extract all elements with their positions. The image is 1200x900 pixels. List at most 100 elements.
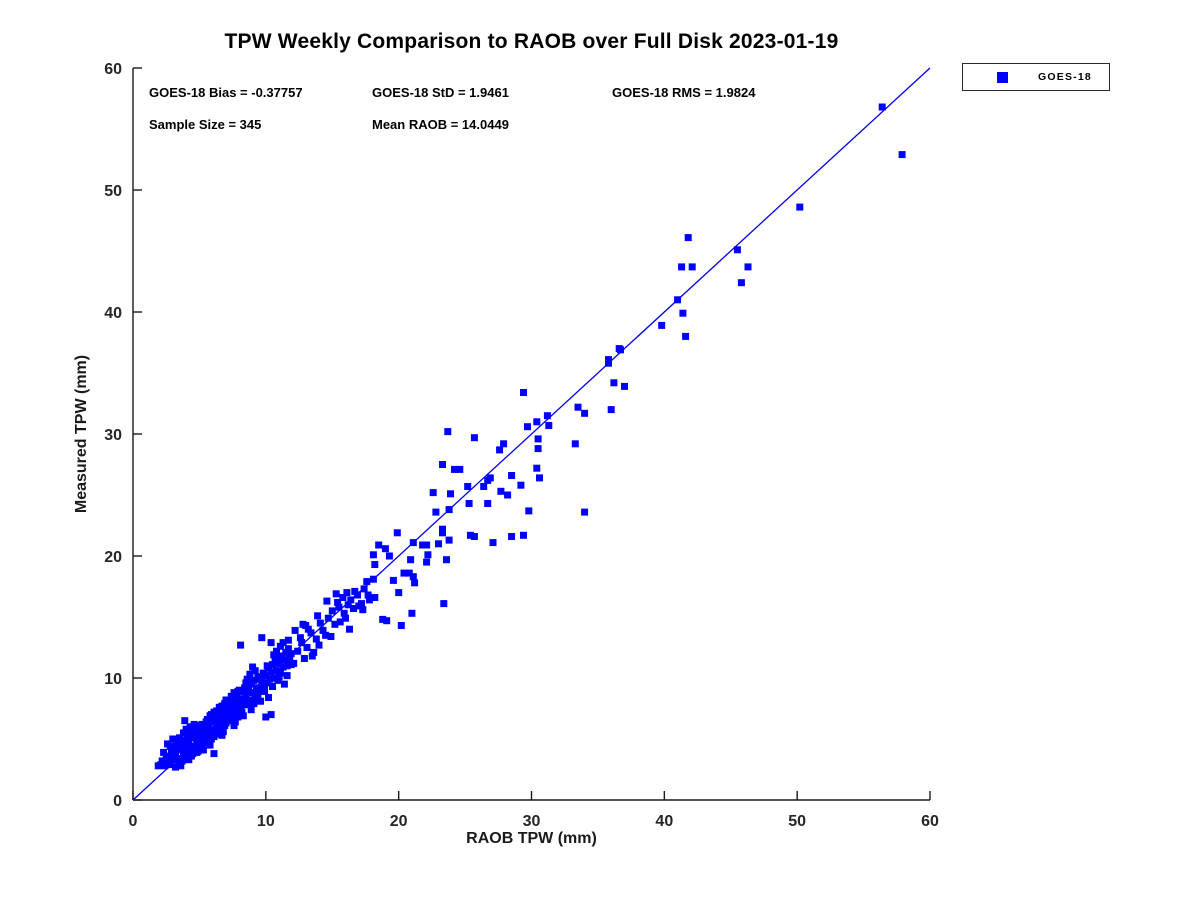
x-tick-label: 30	[523, 813, 541, 830]
scatter-point	[432, 508, 440, 516]
legend-box: GOES-18	[962, 63, 1110, 91]
axis-ticks: 0 10 20 30 40 50 60 0 10 20 30 40 50 60	[104, 61, 939, 830]
scatter-point	[658, 321, 666, 329]
scatter-point	[278, 652, 286, 660]
scatter-point	[254, 691, 262, 699]
scatter-point	[607, 406, 615, 414]
scatter-point	[210, 733, 218, 741]
scatter-point	[247, 680, 255, 688]
scatter-point	[605, 359, 612, 367]
scatter-point	[443, 556, 450, 564]
scatter-point	[316, 619, 324, 627]
scatter-point	[480, 483, 488, 490]
scatter-point	[447, 490, 454, 498]
scatter-point	[534, 445, 542, 453]
scatter-point	[424, 551, 432, 559]
scatter-point	[534, 435, 542, 443]
scatter-point	[184, 733, 191, 741]
scatter-point	[545, 422, 553, 429]
scatter-point	[271, 657, 279, 665]
scatter-point	[221, 700, 229, 708]
scatter-point	[234, 700, 242, 708]
scatter-point	[181, 752, 189, 760]
scatter-point	[344, 601, 352, 609]
scatter-point	[375, 541, 383, 549]
scatter-point	[246, 696, 254, 704]
scatter-point	[533, 418, 541, 426]
scatter-point	[276, 642, 284, 650]
scatter-point	[242, 692, 250, 700]
scatter-point	[435, 540, 442, 548]
scatter-point	[269, 683, 276, 690]
scatter-point	[263, 662, 271, 670]
scatter-point	[419, 541, 427, 549]
scatter-point	[262, 672, 270, 680]
scatter-point	[269, 661, 276, 669]
scatter-point	[164, 740, 171, 748]
scatter-point	[237, 703, 245, 711]
scatter-point	[202, 718, 210, 726]
scatter-point	[371, 561, 379, 568]
legend-marker-icon	[997, 71, 1008, 83]
scatter-point	[209, 727, 217, 734]
scatter-point	[275, 673, 283, 681]
scatter-point	[536, 474, 543, 482]
scatter-point	[520, 531, 527, 539]
scatter-point	[218, 731, 226, 739]
scatter-point	[397, 622, 405, 629]
scatter-point	[364, 591, 372, 599]
scatter-points-GOES-18	[154, 103, 906, 771]
scatter-point	[182, 746, 190, 754]
scatter-point	[411, 579, 419, 587]
scatter-point	[315, 641, 323, 649]
scatter-point	[400, 569, 408, 577]
scatter-point	[296, 634, 304, 642]
x-tick-label: 20	[390, 813, 408, 830]
scatter-point	[270, 651, 278, 659]
scatter-point	[524, 423, 531, 431]
scatter-point	[282, 648, 290, 656]
scatter-point	[605, 356, 612, 364]
scatter-point	[571, 440, 579, 448]
scatter-point	[688, 263, 696, 271]
y-tick-label: 10	[104, 671, 122, 688]
scatter-point	[284, 636, 292, 644]
scatter-point	[177, 762, 185, 770]
scatter-point	[168, 753, 175, 761]
scatter-point	[294, 647, 302, 655]
annotation-std: GOES-18 StD = 1.9461	[372, 85, 509, 100]
scatter-point	[581, 409, 589, 417]
scatter-point	[363, 578, 371, 586]
scatter-point	[395, 589, 403, 597]
scatter-point	[210, 708, 218, 716]
scatter-point	[173, 756, 181, 764]
scatter-point	[796, 203, 804, 211]
scatter-point	[423, 541, 431, 549]
scatter-point	[172, 763, 179, 771]
scatter-point	[324, 614, 332, 622]
scatter-point	[423, 558, 431, 566]
scatter-point	[193, 740, 201, 748]
scatter-point	[198, 742, 206, 750]
scatter-point	[234, 713, 242, 721]
scatter-point	[355, 602, 363, 610]
scatter-point	[310, 648, 318, 656]
scatter-point	[682, 332, 690, 340]
scatter-point	[233, 703, 241, 711]
scatter-point	[520, 389, 527, 396]
scatter-point	[298, 639, 306, 647]
scatter-point	[280, 680, 288, 688]
scatter-point	[409, 539, 417, 547]
scatter-point	[533, 464, 541, 472]
scatter-point	[245, 686, 253, 694]
annotation-rms: GOES-18 RMS = 1.9824	[612, 85, 756, 100]
scatter-point	[439, 529, 446, 537]
y-tick-label: 20	[104, 549, 122, 566]
scatter-point	[287, 650, 295, 658]
scatter-point	[238, 687, 246, 695]
scatter-point	[243, 701, 251, 709]
scatter-point	[233, 691, 241, 699]
scatter-point	[199, 746, 207, 754]
